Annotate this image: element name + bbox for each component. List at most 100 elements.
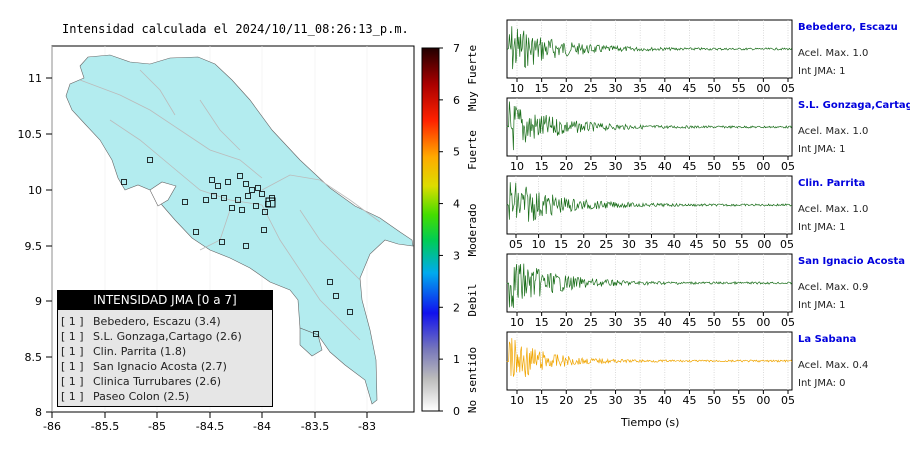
wave-x-tick: 00 — [757, 238, 771, 251]
legend-row-text: Clinica Turrubares (2.6) — [93, 375, 222, 388]
colorbar-ticks: 0 1 2 3 4 5 6 7 — [439, 42, 460, 418]
wave-x-tick: 45 — [682, 82, 696, 95]
intensity-legend: INTENSIDAD JMA [0 a 7] [ 1 ] Bebedero, Es… — [57, 290, 273, 407]
wave-x-tick: 30 — [622, 238, 636, 251]
wave-x-tick: 35 — [633, 316, 647, 329]
legend-rows: [ 1 ] Bebedero, Escazu (3.4) [ 1 ] S.L. Gon… — [58, 310, 272, 404]
legend-row-intensity: [ 1 ] — [61, 330, 84, 343]
legend-row-text: S.L. Gonzaga,Cartago (2.6) — [93, 330, 242, 343]
wave-x-tick: 45 — [682, 160, 696, 173]
station-acel-max: Acel. Max. 1.0 — [798, 204, 869, 215]
station-markers — [121, 157, 353, 337]
map-y-tick: 9 — [35, 295, 42, 308]
colorbar-labels: No sentido Debil Moderado Fuerte Muy Fuerte — [466, 45, 479, 413]
legend-row: [ 1 ] San Ignacio Acosta (2.7) — [58, 359, 272, 374]
waveform-panel: 10 15 20 25 30 35 40 45 50 55 00 05 — [506, 331, 795, 407]
station-marker — [255, 185, 261, 191]
wave-x-tick: 20 — [559, 316, 573, 329]
wave-x-tick: 35 — [633, 82, 647, 95]
colorbar-tick: 2 — [453, 301, 460, 314]
map-x-tick: -84 — [253, 420, 271, 433]
station-marker — [333, 293, 339, 299]
legend-row-intensity: [ 1 ] — [61, 390, 84, 403]
wave-x-tick: 20 — [559, 160, 573, 173]
station-marker — [243, 181, 249, 187]
map-y-tick: 8 — [35, 406, 42, 419]
costa-rica-land — [65, 54, 414, 405]
colorbar-tick: 6 — [453, 94, 460, 107]
wave-x-tick: 20 — [559, 82, 573, 95]
station-marker — [327, 279, 333, 285]
map-x-tick: -84.5 — [196, 420, 224, 433]
map-y-tick: 10.5 — [18, 128, 43, 141]
legend-row-intensity: [ 1 ] — [61, 345, 84, 358]
map-x-tick: -86 — [43, 420, 61, 433]
station-marker — [215, 183, 221, 189]
wave-x-tick: 10 — [510, 82, 524, 95]
station-marker — [249, 187, 255, 193]
waveform-trace — [506, 263, 793, 308]
waveform-trace — [506, 101, 793, 151]
map-y-tick: 9.5 — [25, 240, 43, 253]
station-name: S.L. Gonzaga,Cartago — [798, 100, 910, 111]
station-marker — [239, 207, 245, 213]
map-title: Intensidad calculada el 2024/10/11_08:26… — [62, 22, 409, 36]
wave-x-tick: 05 — [780, 238, 794, 251]
wave-x-tick: 10 — [532, 238, 546, 251]
colorbar-tick: 1 — [453, 353, 460, 366]
wave-x-tick: 10 — [510, 394, 524, 407]
wave-x-tick: 25 — [584, 160, 598, 173]
wave-x-tick: 20 — [577, 238, 591, 251]
station-name: San Ignacio Acosta — [798, 256, 906, 267]
waveform-trace — [506, 338, 793, 378]
wave-x-tick: 40 — [658, 316, 672, 329]
wave-x-tick: 50 — [707, 82, 721, 95]
wave-x-tick: 45 — [682, 316, 696, 329]
station-marker — [253, 203, 259, 209]
wave-x-tick: 15 — [535, 82, 549, 95]
colorbar-tick: 0 — [453, 405, 460, 418]
waveform-trace — [506, 182, 792, 222]
colorbar-tick: 3 — [453, 249, 460, 262]
wave-x-tick: 45 — [682, 394, 696, 407]
wave-x-tick: 20 — [559, 394, 573, 407]
station-marker — [235, 197, 241, 203]
colorbar-label: No sentido — [466, 347, 479, 413]
wave-x-tick: 55 — [732, 394, 746, 407]
wave-x-tick: 05 — [781, 160, 795, 173]
wave-x-tick: 35 — [633, 160, 647, 173]
legend-row: [ 1 ] S.L. Gonzaga,Cartago (2.6) — [58, 329, 272, 344]
station-acel-max: Acel. Max. 0.4 — [798, 360, 869, 371]
station-marker — [121, 179, 127, 185]
nicoya-gulf — [149, 181, 177, 207]
wave-x-tick: 30 — [609, 394, 623, 407]
wave-x-tick: 30 — [609, 82, 623, 95]
wave-x-tick: 15 — [535, 160, 549, 173]
wave-x-tick: 25 — [599, 238, 613, 251]
station-marker — [219, 239, 225, 245]
colorbar-label: Moderado — [466, 204, 479, 257]
wave-x-tick: 25 — [584, 394, 598, 407]
wave-x-tick: 05 — [781, 394, 795, 407]
legend-row-text: Clin. Parrita (1.8) — [93, 345, 187, 358]
map-x-tick: -85 — [148, 420, 166, 433]
map-y-tick: 11 — [28, 72, 42, 85]
wave-x-tick: 25 — [584, 82, 598, 95]
colorbar-label: Muy Fuerte — [466, 45, 479, 111]
epicenter-marker — [265, 197, 276, 208]
colorbar-tick: 7 — [453, 42, 460, 55]
station-marker — [211, 193, 217, 199]
osa-peninsula — [299, 327, 323, 357]
colorbar-gradient — [421, 47, 440, 412]
map-x-tick: -83 — [358, 420, 376, 433]
station-marker — [221, 195, 227, 201]
station-marker — [229, 205, 235, 211]
map-y-tick: 8.5 — [25, 351, 43, 364]
wave-x-tick: 00 — [756, 316, 770, 329]
wave-x-tick: 05 — [781, 316, 795, 329]
station-marker — [209, 177, 215, 183]
station-marker — [182, 199, 188, 205]
wave-x-tick: 50 — [707, 160, 721, 173]
